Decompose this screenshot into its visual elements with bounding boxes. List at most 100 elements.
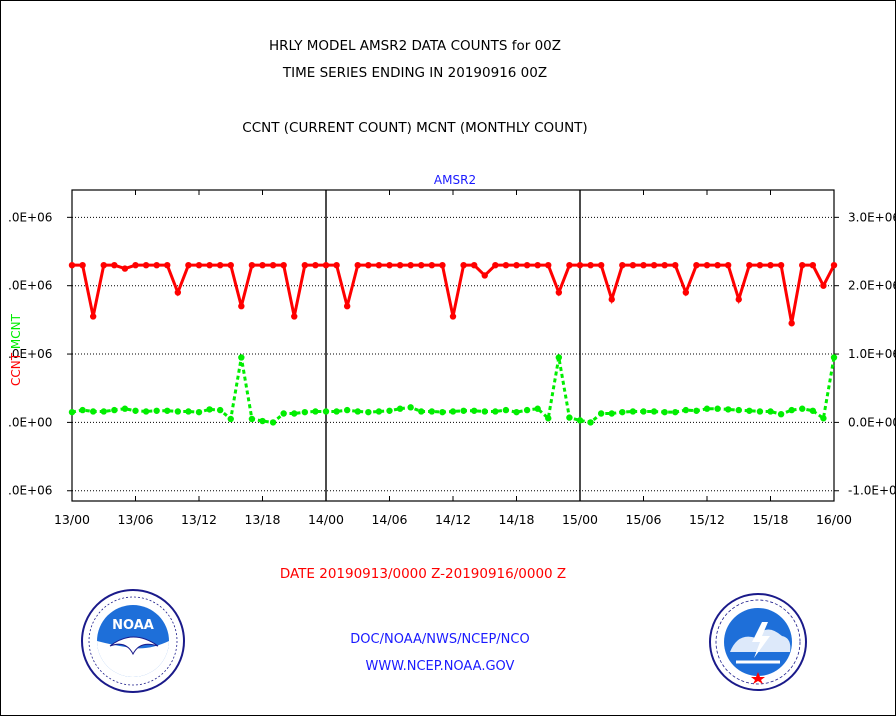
data-point-mcnt [714,405,721,412]
data-point-mcnt [68,408,76,416]
y-tick-label-right: 3.0E+06 [848,210,896,224]
data-point-mcnt [470,407,478,414]
data-point-ccnt [280,261,287,269]
y-tick-label-left: .0E+00 [8,415,52,429]
data-point-mcnt [79,406,86,414]
data-point-mcnt [111,406,118,414]
data-point-ccnt [470,261,478,269]
data-point-ccnt [587,261,594,269]
x-tick-label: 14/12 [435,512,471,527]
y-tick-label-right: 0.0E+00 [848,415,896,429]
data-point-mcnt [132,407,139,414]
data-point-ccnt [418,261,425,269]
data-point-mcnt [587,419,594,426]
data-point-ccnt [640,261,647,269]
data-point-ccnt [248,261,256,269]
data-point-ccnt [492,261,499,269]
data-point-ccnt [788,320,795,327]
data-point-mcnt [375,408,383,415]
data-point-mcnt [746,407,753,414]
data-point-mcnt [566,414,573,421]
data-point-mcnt [333,408,340,415]
x-tick-label: 14/18 [498,512,534,527]
data-point-mcnt [703,405,711,412]
data-point-ccnt [650,261,658,269]
y-tick-label-left: .0E+06 [8,347,52,361]
data-point-ccnt [555,289,563,296]
data-point-mcnt [343,406,351,414]
data-point-mcnt [724,406,732,413]
data-point-mcnt [672,408,679,416]
data-point-mcnt [735,406,742,414]
data-point-ccnt [756,261,764,269]
data-point-ccnt [312,261,319,269]
panel-label: AMSR2 [434,173,476,187]
data-point-mcnt [89,408,97,415]
data-point-mcnt [756,408,764,415]
data-point-mcnt [640,408,647,415]
x-tick-label: 13/12 [181,512,217,527]
data-point-mcnt [322,408,330,415]
data-point-mcnt [100,408,107,415]
data-point-mcnt [227,415,234,423]
data-point-ccnt [545,261,552,269]
data-point-mcnt [354,408,361,415]
data-point-mcnt [216,406,224,414]
x-tick-label: 13/18 [244,512,280,527]
data-point-ccnt [597,261,605,269]
data-point-ccnt [333,261,340,269]
data-point-ccnt [576,261,584,269]
data-point-ccnt [809,261,817,269]
data-point-ccnt [301,261,309,269]
data-point-ccnt [365,261,372,269]
data-point-ccnt [439,261,446,269]
x-tick-label: 13/06 [117,512,153,527]
data-point-mcnt [788,406,795,414]
data-point-mcnt [545,415,552,422]
x-tick-label: 14/06 [371,512,407,527]
data-point-ccnt [428,261,436,269]
website-link[interactable]: WWW.NCEP.NOAA.GOV [365,659,515,674]
data-point-ccnt [629,261,637,269]
data-point-mcnt [650,408,658,415]
data-point-ccnt [111,261,118,269]
nws-logo-icon [709,593,807,691]
x-tick-label: 15/12 [689,512,725,527]
data-point-mcnt [121,405,129,412]
x-tick-label: 13/00 [54,512,90,527]
chart-subtitle: TIME SERIES ENDING IN 20190916 00Z [282,65,548,81]
legend-ccnt: CCNT [9,352,23,386]
data-point-ccnt [164,261,171,269]
data-point-ccnt [820,282,827,289]
data-point-mcnt [185,408,192,415]
data-point-mcnt [576,417,584,424]
data-point-mcnt [259,417,266,425]
data-point-ccnt [799,261,806,269]
data-point-mcnt [820,415,827,422]
x-tick-label: 14/00 [308,512,344,527]
data-point-mcnt [555,354,563,361]
data-point-ccnt [354,261,361,269]
data-point-mcnt [164,407,171,414]
data-point-ccnt [269,261,277,269]
data-point-mcnt [799,405,806,412]
data-point-mcnt [248,415,256,423]
data-point-ccnt [185,261,192,269]
data-point-mcnt [608,410,615,417]
data-point-mcnt [693,407,700,414]
data-point-mcnt [460,407,467,414]
y-tick-label-left: .0E+06 [8,279,52,293]
data-point-mcnt [365,408,372,416]
data-point-ccnt [513,261,520,269]
data-point-mcnt [449,408,457,415]
data-point-ccnt [523,261,531,269]
data-point-ccnt [89,313,97,320]
data-point-ccnt [672,261,679,269]
data-point-mcnt [830,354,838,361]
data-point-ccnt [100,261,107,269]
data-point-ccnt [777,261,785,269]
x-tick-label: 16/00 [816,512,852,527]
data-point-ccnt [195,261,203,269]
data-point-mcnt [280,410,287,417]
